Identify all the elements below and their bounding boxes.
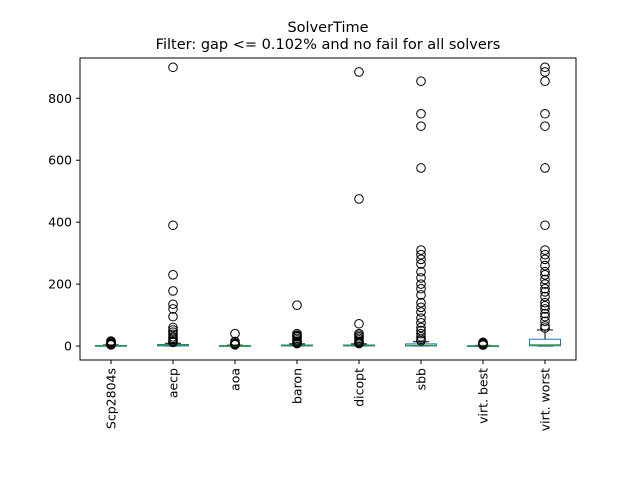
y-tick-label: 800: [48, 91, 72, 106]
outlier-point: [416, 335, 426, 346]
outlier-point: [168, 286, 178, 296]
outlier-point: [168, 220, 178, 231]
outlier-point: [540, 121, 550, 131]
outlier-point: [416, 108, 426, 119]
outlier-point: [540, 260, 550, 271]
y-tick-label: 200: [48, 277, 72, 292]
outlier-point: [416, 318, 426, 328]
outlier-point: [416, 245, 426, 255]
outlier-point: [354, 338, 364, 349]
box: [529, 338, 561, 347]
outlier-point: [540, 279, 550, 289]
outlier-point: [540, 163, 550, 173]
outlier-point: [416, 290, 426, 300]
outlier-point: [478, 337, 488, 348]
outlier-point: [292, 338, 302, 349]
outlier-point: [416, 328, 426, 339]
outlier-point: [416, 254, 426, 265]
outlier-point: [168, 322, 178, 333]
outlier-point: [416, 266, 426, 277]
x-tick-label: sbb: [414, 368, 429, 390]
outlier-point: [416, 163, 426, 173]
outlier-point: [540, 291, 550, 302]
outlier-point: [540, 266, 550, 277]
outlier-point: [416, 279, 426, 289]
outlier-point: [416, 302, 426, 313]
outlier-point: [416, 249, 426, 260]
outlier-point: [106, 336, 116, 346]
outlier-point: [416, 322, 426, 333]
outlier-point: [540, 108, 550, 119]
outlier-point: [416, 331, 426, 342]
x-tick-label: aecp: [166, 368, 181, 398]
outlier-point: [230, 328, 240, 339]
outlier-point: [416, 307, 426, 317]
outlier-point: [416, 313, 426, 323]
plot-area: 0 200 400 600 800 Scp2804s aecp aoa baron dicopt s…: [48, 62, 561, 431]
outlier-point: [168, 311, 178, 322]
outlier-point: [540, 220, 550, 231]
chart-title: SolverTime: [287, 20, 368, 36]
outlier-point: [168, 62, 178, 73]
outlier-point: [540, 254, 550, 265]
outlier-point: [168, 337, 178, 348]
x-tick-label: virt. best: [476, 368, 491, 424]
outlier-point: [168, 299, 178, 310]
axes-frame: [79, 57, 577, 361]
outlier-point: [540, 283, 550, 294]
x-tick-label: virt. worst: [538, 368, 553, 431]
outlier-point: [540, 287, 550, 297]
outlier-point: [416, 273, 426, 283]
outlier-point: [540, 62, 550, 73]
chart-subtitle: Filter: gap <= 0.102% and no fail for al…: [156, 37, 501, 53]
outlier-point: [540, 245, 550, 255]
outlier-point: [540, 316, 550, 327]
outlier-point: [540, 297, 550, 308]
outlier-point: [168, 270, 178, 280]
outlier-point: [230, 340, 240, 350]
y-tick-label: 600: [48, 153, 72, 168]
outlier-point: [540, 67, 550, 77]
outlier-point: [540, 270, 550, 280]
outlier-point: [416, 283, 426, 294]
outlier-point: [416, 297, 426, 308]
outlier-point: [540, 308, 550, 319]
outlier-point: [354, 194, 364, 204]
y-tick-label: 400: [48, 215, 72, 230]
outlier-point: [540, 304, 550, 314]
outlier-point: [168, 327, 178, 337]
outlier-point: [292, 300, 302, 310]
x-tick-label: Scp2804s: [104, 368, 119, 429]
outlier-point: [416, 121, 426, 131]
x-tick-label: aoa: [228, 368, 243, 391]
x-tick-label: dicopt: [352, 368, 367, 407]
outlier-point: [168, 329, 178, 340]
outlier-point: [354, 318, 364, 329]
outlier-point: [416, 76, 426, 87]
x-tick-label: baron: [290, 368, 305, 404]
y-tick-label: 0: [64, 339, 72, 354]
outlier-point: [540, 300, 550, 311]
outlier-point: [540, 323, 550, 333]
outlier-point: [540, 76, 550, 87]
outlier-point: [168, 304, 178, 314]
outlier-point: [540, 321, 550, 331]
outlier-point: [106, 339, 116, 350]
outlier-point: [540, 274, 550, 285]
outlier-point: [354, 67, 364, 77]
outlier-point: [540, 249, 550, 260]
outlier-point: [416, 259, 426, 269]
outlier-point: [540, 311, 550, 322]
